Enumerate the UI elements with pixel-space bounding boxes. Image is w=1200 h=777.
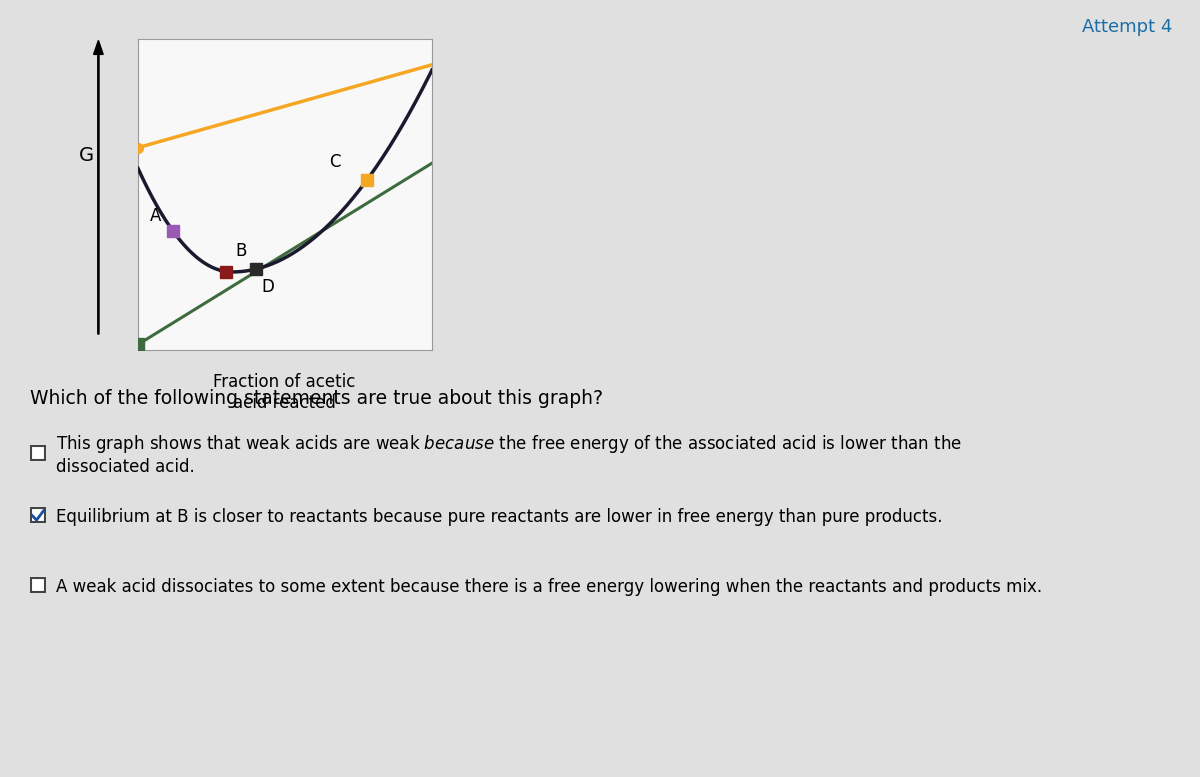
Text: This graph shows that weak acids are weak $\mathit{because}$ the free energy of : This graph shows that weak acids are wea… — [56, 433, 962, 476]
Text: D: D — [262, 278, 275, 297]
Text: B: B — [235, 242, 246, 260]
Text: Equilibrium at B is closer to reactants because pure reactants are lower in free: Equilibrium at B is closer to reactants … — [56, 507, 943, 526]
Text: A weak acid dissociates to some extent because there is a free energy lowering w: A weak acid dissociates to some extent b… — [56, 577, 1043, 596]
Text: A: A — [150, 207, 161, 225]
Text: Which of the following statements are true about this graph?: Which of the following statements are tr… — [30, 388, 604, 407]
Text: Attempt 4: Attempt 4 — [1082, 18, 1172, 36]
Text: Fraction of acetic
acid reacted: Fraction of acetic acid reacted — [214, 373, 355, 412]
Text: G: G — [79, 146, 94, 165]
Text: C: C — [329, 152, 341, 171]
